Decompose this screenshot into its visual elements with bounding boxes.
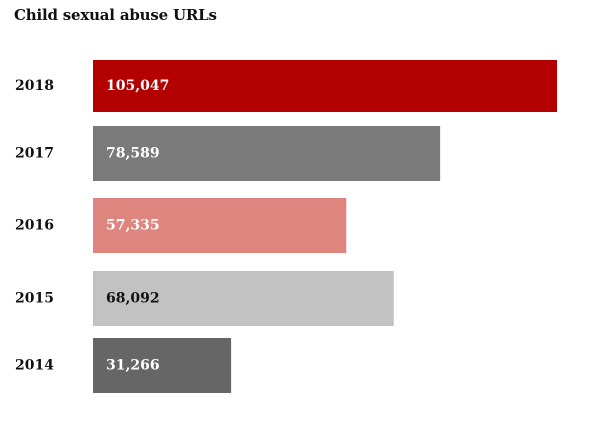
bar-2018	[93, 60, 557, 112]
category-label-2017: 2017	[15, 146, 54, 162]
bar-2017	[93, 126, 441, 181]
chart-title: Child sexual abuse URLs	[14, 6, 217, 24]
bar-2016	[93, 198, 347, 253]
value-label-2014: 31,266	[106, 358, 160, 374]
category-label-2014: 2014	[15, 358, 54, 374]
value-label-2016: 57,335	[106, 218, 160, 234]
category-label-2016: 2016	[15, 218, 54, 234]
value-label-2018: 105,047	[106, 78, 169, 94]
value-label-2015: 68,092	[106, 291, 160, 307]
bar-2015	[93, 271, 394, 326]
bar-2014	[93, 338, 232, 393]
category-label-2015: 2015	[15, 291, 54, 307]
category-label-2018: 2018	[15, 78, 54, 94]
value-label-2017: 78,589	[106, 146, 160, 162]
